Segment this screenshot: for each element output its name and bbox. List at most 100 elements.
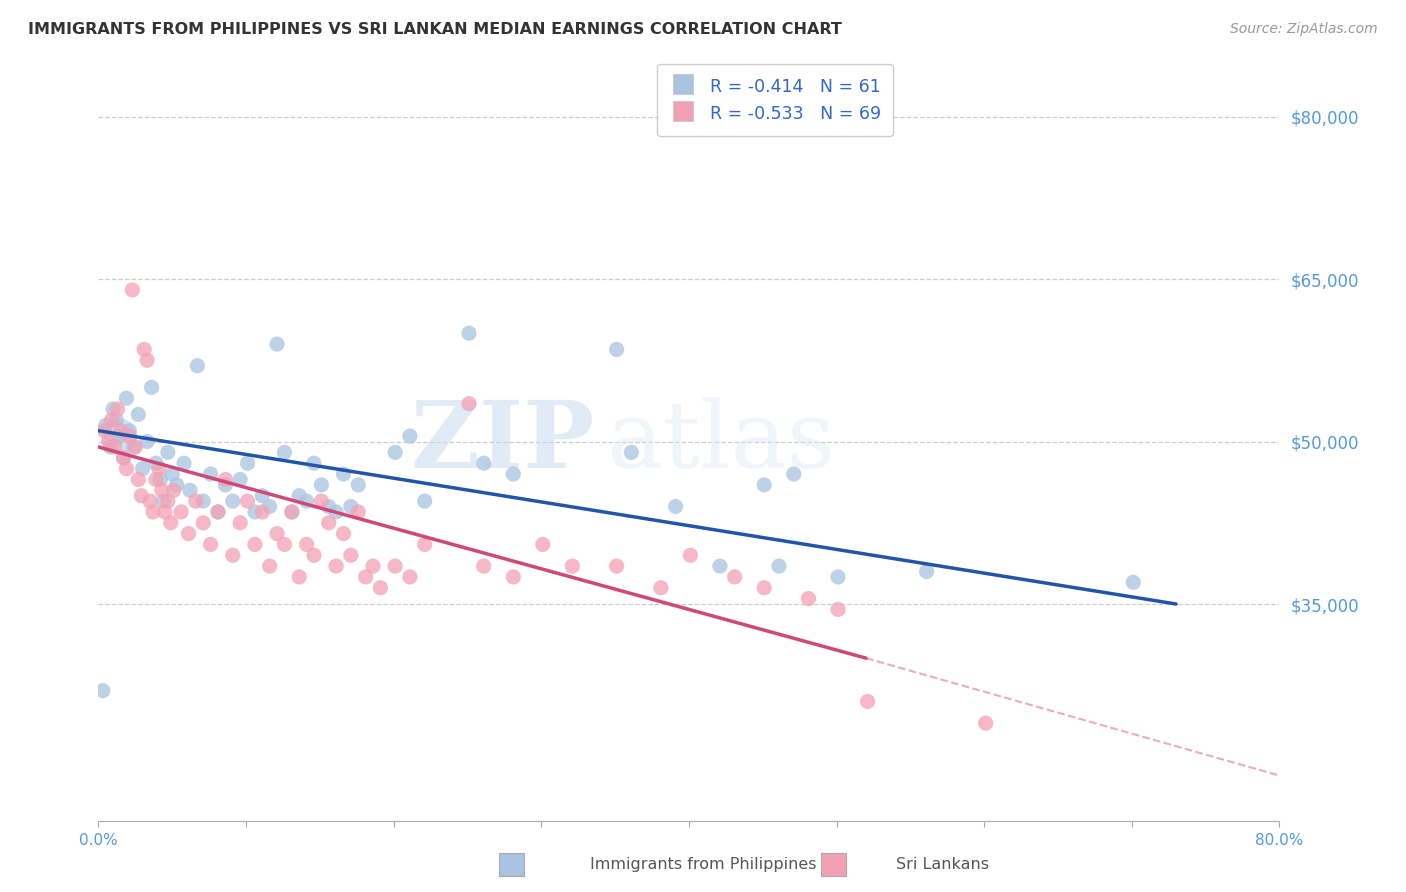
Point	[302, 456, 325, 470]
Point	[915, 565, 938, 579]
Point	[259, 500, 281, 514]
Point	[561, 559, 583, 574]
Point	[91, 683, 114, 698]
Point	[207, 505, 229, 519]
Point	[136, 434, 159, 449]
Point	[413, 537, 436, 551]
Point	[229, 516, 252, 530]
Point	[150, 483, 173, 498]
Point	[340, 500, 363, 514]
Point	[259, 559, 281, 574]
Point	[115, 461, 138, 475]
Point	[325, 505, 347, 519]
Text: IMMIGRANTS FROM PHILIPPINES VS SRI LANKAN MEDIAN EARNINGS CORRELATION CHART: IMMIGRANTS FROM PHILIPPINES VS SRI LANKA…	[28, 22, 842, 37]
Point	[148, 461, 170, 475]
Point	[207, 505, 229, 519]
Point	[281, 505, 304, 519]
Point	[302, 548, 325, 563]
Point	[679, 548, 702, 563]
Point	[827, 602, 849, 616]
Point	[186, 359, 208, 373]
Point	[97, 434, 120, 449]
Point	[754, 581, 776, 595]
Text: ZIP: ZIP	[411, 397, 595, 486]
Point	[472, 559, 495, 574]
Point	[502, 467, 524, 481]
Point	[214, 478, 236, 492]
Point	[531, 537, 554, 551]
Point	[104, 440, 127, 454]
Point	[166, 478, 188, 492]
Point	[173, 456, 195, 470]
Point	[105, 413, 128, 427]
Point	[273, 537, 295, 551]
Point	[129, 489, 152, 503]
Point	[193, 494, 215, 508]
Point	[177, 526, 200, 541]
Legend: R = -0.414   N = 61, R = -0.533   N = 69: R = -0.414 N = 61, R = -0.533 N = 69	[658, 63, 893, 136]
Point	[139, 494, 162, 508]
Point	[193, 516, 215, 530]
Point	[118, 429, 141, 443]
Point	[103, 402, 125, 417]
Point	[797, 591, 820, 606]
Point	[288, 570, 311, 584]
Bar	[821, 853, 846, 876]
Text: atlas: atlas	[606, 397, 835, 486]
Point	[159, 516, 181, 530]
Point	[112, 450, 135, 465]
Point	[170, 505, 193, 519]
Point	[142, 505, 165, 519]
Point	[179, 483, 201, 498]
Point	[361, 559, 384, 574]
Point	[384, 445, 406, 459]
Point	[1122, 575, 1144, 590]
Point	[127, 473, 149, 487]
Point	[200, 467, 222, 481]
Point	[107, 402, 129, 417]
Point	[124, 440, 146, 454]
Point	[98, 440, 121, 454]
Point	[152, 494, 174, 508]
Text: Sri Lankans: Sri Lankans	[896, 857, 988, 872]
Point	[112, 450, 135, 465]
Point	[141, 380, 163, 394]
Point	[347, 505, 370, 519]
Point	[288, 489, 311, 503]
Point	[620, 445, 643, 459]
Point	[458, 396, 481, 410]
Point	[94, 418, 117, 433]
Point	[156, 445, 179, 459]
Point	[827, 570, 849, 584]
Text: Source: ZipAtlas.com: Source: ZipAtlas.com	[1230, 22, 1378, 37]
Point	[149, 473, 172, 487]
Point	[295, 494, 318, 508]
Point	[184, 494, 207, 508]
Point	[413, 494, 436, 508]
Point	[266, 337, 288, 351]
Point	[783, 467, 806, 481]
Point	[325, 559, 347, 574]
Point	[236, 456, 259, 470]
Point	[266, 526, 288, 541]
Point	[354, 570, 377, 584]
Point	[768, 559, 790, 574]
Point	[162, 467, 183, 481]
Point	[121, 283, 143, 297]
Point	[606, 559, 628, 574]
Point	[252, 505, 274, 519]
Point	[665, 500, 688, 514]
Point	[724, 570, 747, 584]
Point	[127, 408, 149, 422]
Point	[281, 505, 304, 519]
Point	[100, 413, 122, 427]
Point	[458, 326, 481, 341]
Bar	[499, 853, 524, 876]
Point	[650, 581, 672, 595]
Point	[318, 500, 340, 514]
Point	[156, 494, 179, 508]
Point	[384, 559, 406, 574]
Point	[108, 429, 131, 443]
Point	[332, 467, 354, 481]
Point	[754, 478, 776, 492]
